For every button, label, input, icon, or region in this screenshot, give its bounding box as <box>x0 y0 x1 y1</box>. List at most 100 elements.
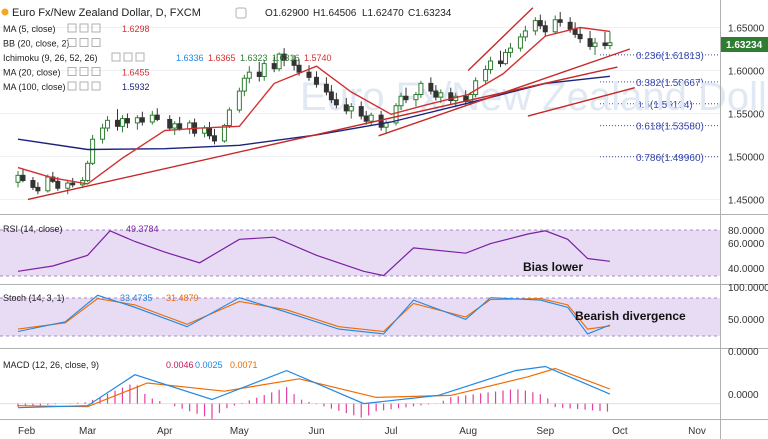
symbol-settings-icon[interactable] <box>235 7 247 19</box>
candle-body <box>468 94 474 102</box>
candle-body <box>557 19 563 23</box>
macd-lines <box>0 365 720 419</box>
trendline <box>27 66 618 201</box>
candle-body <box>296 64 302 73</box>
candle-body <box>202 127 208 134</box>
stoch-lines <box>17 294 611 335</box>
candle-body <box>35 186 41 192</box>
candle-body <box>358 106 364 117</box>
candle-body <box>291 59 297 66</box>
candle-body <box>433 90 439 98</box>
candle-body <box>124 118 130 124</box>
time-tick: Oct <box>612 426 628 437</box>
time-tick: Feb <box>18 426 36 437</box>
candle-body <box>403 95 409 101</box>
candle-body <box>65 182 71 189</box>
price-tick: 1.65000 <box>728 23 765 34</box>
time-tick: Jul <box>385 426 398 437</box>
candle-body <box>177 123 183 130</box>
ohlc-low: L1.62470 <box>362 8 404 19</box>
candle-body <box>306 71 312 78</box>
candle-body <box>139 117 145 123</box>
legend-eye-icon <box>111 52 121 62</box>
indicator-lines <box>17 7 635 201</box>
candle-body <box>45 176 51 192</box>
candle-body <box>114 119 120 127</box>
candle-body <box>498 60 504 65</box>
legend-close-icon <box>91 38 101 47</box>
rsi-legend: RSI (14, close) 49.3784 <box>3 224 159 234</box>
stoch-k-path <box>17 294 611 335</box>
price-tick: 1.60000 <box>728 66 765 77</box>
candle-body <box>90 138 96 164</box>
time-tick: May <box>230 426 249 437</box>
candle-body <box>522 30 528 38</box>
rsi-band <box>0 230 720 276</box>
stoch-k-value: 33.4735 <box>120 293 153 303</box>
candle-body <box>448 92 454 102</box>
candle-body <box>483 69 489 82</box>
stoch-band <box>0 298 720 336</box>
symbol-title[interactable]: Euro Fx/New Zealand Dollar, D, FXCM <box>12 7 201 19</box>
time-tick: Mar <box>79 426 97 437</box>
last-price-badge <box>721 37 768 52</box>
legend-label: MA (100, close) <box>3 82 66 92</box>
legend-settings-icon <box>79 38 89 47</box>
candle-body <box>50 176 56 182</box>
stoch-annotation: Bearish divergence <box>575 309 686 323</box>
candle-body <box>119 118 125 127</box>
legend-close-icon <box>91 67 101 76</box>
stoch-axis-100: 100.0000 <box>728 283 768 294</box>
chart-header: Euro Fx/New Zealand Dollar, D, FXCM O1.6… <box>1 7 452 19</box>
macd-signal-value: 0.0071 <box>230 360 258 370</box>
candle-body <box>577 33 583 40</box>
candle-body <box>20 174 26 181</box>
candle-body <box>502 51 508 65</box>
candle-body <box>226 109 232 126</box>
candle-body <box>378 114 384 128</box>
candle-body <box>567 21 573 30</box>
candle-body <box>100 127 106 140</box>
legend-label: Ichimoku (9, 26, 52, 26) <box>3 53 98 63</box>
last-price: 1.63234 <box>726 40 763 51</box>
candle-body <box>473 80 479 96</box>
fib-label: 0.5(1.56124) <box>636 100 693 111</box>
legend-label: MA (5, close) <box>3 24 56 34</box>
candle-body <box>149 114 155 123</box>
stoch-legend: Stoch (14, 3, 1) 33.4735 31.4879 <box>3 293 199 303</box>
legend-close-icon <box>135 52 145 62</box>
candle-body <box>55 180 61 189</box>
macd-label: MACD (12, 26, close, 9) <box>3 360 99 370</box>
fib-label: 0.236(1.61813) <box>636 51 704 62</box>
candle-body <box>592 42 598 47</box>
candle-body <box>105 119 111 129</box>
candle-body <box>70 182 76 186</box>
candle-body <box>256 71 262 77</box>
candle-body <box>393 105 399 124</box>
candle-body <box>313 76 319 85</box>
legend-settings-icon <box>79 67 89 76</box>
legend-value: 1.6336 <box>176 53 204 63</box>
candle-body <box>211 135 217 142</box>
candle-body <box>154 114 160 120</box>
legend-eye-icon <box>67 67 77 76</box>
rsi-annotation: Bias lower <box>523 260 583 274</box>
symbol-dot-icon <box>1 8 9 16</box>
stoch-axis-50: 50.0000 <box>728 315 765 326</box>
ohlc-high: H1.64506 <box>313 8 357 19</box>
candle-body <box>602 42 608 47</box>
legend-settings-icon <box>79 23 89 33</box>
candle-body <box>413 94 419 101</box>
candle-body <box>363 115 369 122</box>
macd-axis-0: 0.0000 <box>728 390 759 401</box>
rsi-axis-40: 40.0000 <box>728 264 765 275</box>
candle-body <box>323 83 329 93</box>
candle-body <box>537 20 543 27</box>
candle-body <box>542 25 548 33</box>
rsi-axis-60: 60.0000 <box>728 239 765 250</box>
macd-path <box>17 365 611 409</box>
rsi-path <box>17 230 610 277</box>
time-axis: Feb Mar Apr May Jun Jul Aug Sep Oct Nov <box>18 426 706 437</box>
trendline <box>467 7 534 71</box>
